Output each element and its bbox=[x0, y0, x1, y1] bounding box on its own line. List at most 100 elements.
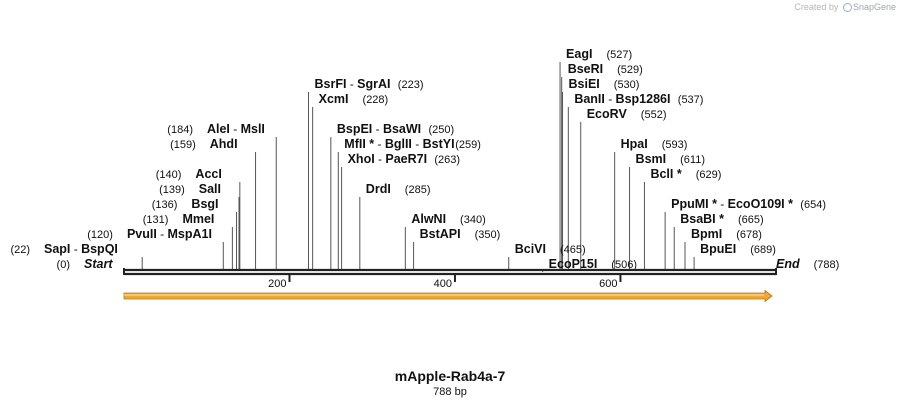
site-enzyme-bcli: BclI * bbox=[650, 167, 681, 181]
site-name-bsgi: BsgI bbox=[191, 197, 218, 211]
sequence-title: mApple-Rab4a-7 bbox=[394, 368, 506, 384]
site-position-bsgi: (136) bbox=[152, 199, 178, 211]
site-enzyme-end: End bbox=[776, 257, 800, 271]
site-enzyme-mspa1i: MspA1I bbox=[168, 227, 212, 241]
site-enzyme-bcivi: BciVI bbox=[515, 242, 546, 256]
site-position-bpmi: (678) bbox=[736, 229, 762, 241]
site-name-ecop15i: EcoP15I bbox=[549, 257, 598, 271]
snapgene-credit: Created by SnapGene bbox=[794, 2, 896, 12]
site-enzyme-xcmi: XcmI bbox=[319, 92, 349, 106]
site-separator: - bbox=[412, 137, 423, 151]
site-position-ahdi: (159) bbox=[170, 139, 196, 151]
site-enzyme-start: Start bbox=[84, 257, 113, 271]
site-position-ppumi: (654) bbox=[800, 199, 826, 211]
site-name-banii: BanII - Bsp1286I bbox=[574, 92, 670, 106]
site-enzyme-sgrai: SgrAI bbox=[357, 77, 390, 91]
site-enzyme-eagi: EagI bbox=[566, 47, 592, 61]
site-enzyme-pvuii: PvuII bbox=[127, 227, 157, 241]
site-position-bseri: (529) bbox=[617, 64, 643, 76]
site-enzyme-bstyi: BstYI bbox=[423, 137, 455, 151]
credit-brand: SnapGene bbox=[852, 2, 896, 12]
site-position-xhoi: (263) bbox=[434, 154, 460, 166]
site-enzyme-banii: BanII bbox=[574, 92, 605, 106]
ruler-tick-label-600: 600 bbox=[599, 278, 617, 290]
site-enzyme-alei: AleI bbox=[207, 122, 230, 136]
site-position-mfii: (259) bbox=[455, 139, 481, 151]
site-enzyme-bsiei: BsiEI bbox=[569, 77, 600, 91]
site-separator: - bbox=[605, 92, 616, 106]
site-position-mmei: (131) bbox=[143, 214, 169, 226]
site-name-bcli: BclI * bbox=[650, 167, 681, 181]
site-enzyme-paer7i: PaeR7I bbox=[385, 152, 427, 166]
site-name-bsrfi: BsrFI - SgrAI bbox=[315, 77, 391, 91]
site-name-drdi: DrdI bbox=[366, 182, 391, 196]
site-name-acci: AccI bbox=[195, 167, 221, 181]
site-separator: - bbox=[70, 242, 81, 256]
site-separator: - bbox=[346, 77, 357, 91]
site-enzyme-bpmi: BpmI bbox=[691, 227, 722, 241]
snapgene-logo-icon bbox=[842, 3, 852, 12]
site-enzyme-sali: SalI bbox=[199, 182, 221, 196]
site-name-sapi: SapI - BspQI bbox=[44, 242, 118, 256]
site-enzyme-mmei: MmeI bbox=[182, 212, 214, 226]
feature-arrow bbox=[123, 289, 773, 303]
site-position-bsrfi: (223) bbox=[398, 79, 424, 91]
site-name-ecorv: EcoRV bbox=[587, 107, 628, 121]
site-enzyme-ecorv: EcoRV bbox=[587, 107, 628, 121]
site-separator: - bbox=[157, 227, 168, 241]
site-position-alwni: (340) bbox=[460, 214, 486, 226]
feature-group bbox=[123, 289, 773, 303]
site-name-ppumi: PpuMI * - EcoO109I * bbox=[671, 197, 793, 211]
site-separator: - bbox=[372, 122, 383, 136]
site-name-ahdi: AhdI bbox=[210, 137, 238, 151]
site-enzyme-ecoo109i: EcoO109I * bbox=[728, 197, 793, 211]
site-enzyme-bseri: BseRI bbox=[568, 62, 603, 76]
site-enzyme-ahdi: AhdI bbox=[210, 137, 238, 151]
site-position-ecop15i: (506) bbox=[611, 259, 637, 271]
site-name-eagi: EagI bbox=[566, 47, 592, 61]
site-enzyme-xhoi: XhoI bbox=[348, 152, 375, 166]
site-name-xhoi: XhoI - PaeR7I bbox=[348, 152, 427, 166]
site-name-alei: AleI - MslI bbox=[207, 122, 265, 136]
site-enzyme-alwni: AlwNI bbox=[411, 212, 446, 226]
site-name-bspei: BspEI - BsaWI bbox=[337, 122, 421, 136]
site-name-alwni: AlwNI bbox=[411, 212, 446, 226]
site-name-start: Start bbox=[84, 257, 113, 271]
site-name-pvuii: PvuII - MspA1I bbox=[127, 227, 212, 241]
site-enzyme-ecop15i: EcoP15I bbox=[549, 257, 598, 271]
site-position-bcivi: (465) bbox=[560, 244, 586, 256]
site-enzyme-hpai: HpaI bbox=[621, 137, 648, 151]
backbone-group bbox=[123, 268, 777, 276]
site-position-bsabi: (665) bbox=[738, 214, 764, 226]
site-enzyme-msli: MslI bbox=[241, 122, 265, 136]
site-lines-group bbox=[123, 62, 777, 272]
site-name-bpuei: BpuEI bbox=[700, 242, 736, 256]
site-name-bpmi: BpmI bbox=[691, 227, 722, 241]
site-enzyme-bsabi: BsaBI * bbox=[680, 212, 724, 226]
site-name-sali: SalI bbox=[199, 182, 221, 196]
site-position-banii: (537) bbox=[678, 94, 704, 106]
site-position-drdi: (285) bbox=[405, 184, 431, 196]
credit-prefix: Created by bbox=[794, 2, 839, 12]
ruler-tick-label-400: 400 bbox=[434, 278, 452, 290]
site-separator: - bbox=[717, 197, 728, 211]
site-enzyme-bstapi: BstAPI bbox=[420, 227, 461, 241]
site-name-bstapi: BstAPI bbox=[420, 227, 461, 241]
site-position-bcli: (629) bbox=[696, 169, 722, 181]
site-name-bsiei: BsiEI bbox=[569, 77, 600, 91]
site-enzyme-drdi: DrdI bbox=[366, 182, 391, 196]
site-enzyme-mfii: MfII * bbox=[344, 137, 374, 151]
site-enzyme-bglii: BglII bbox=[385, 137, 412, 151]
site-name-bsabi: BsaBI * bbox=[680, 212, 724, 226]
site-enzyme-acci: AccI bbox=[195, 167, 221, 181]
site-position-alei: (184) bbox=[167, 124, 193, 136]
site-position-acci: (140) bbox=[156, 169, 182, 181]
site-position-sapi: (22) bbox=[10, 244, 30, 256]
site-position-bsmi: (611) bbox=[680, 154, 705, 166]
ruler-tick-label-200: 200 bbox=[268, 278, 286, 290]
sequence-length: 788 bp bbox=[433, 386, 467, 398]
site-labels-group: Start(0)SapI - BspQI(22)PvuII - MspA1I(1… bbox=[10, 47, 839, 271]
site-position-ecorv: (552) bbox=[641, 109, 667, 121]
site-position-xcmi: (228) bbox=[363, 94, 389, 106]
